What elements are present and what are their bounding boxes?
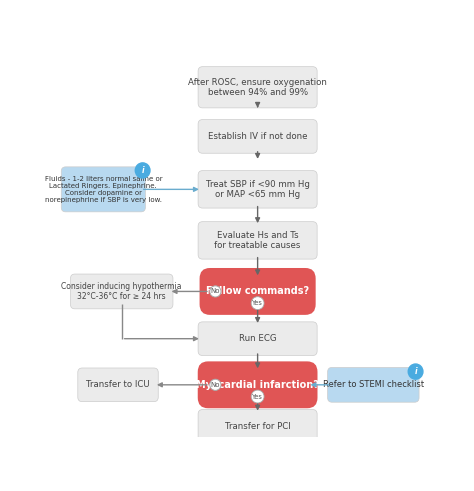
Text: After ROSC, ensure oxygenation
between 94% and 99%: After ROSC, ensure oxygenation between 9… — [188, 78, 327, 97]
FancyBboxPatch shape — [198, 361, 318, 408]
FancyBboxPatch shape — [198, 409, 317, 443]
FancyBboxPatch shape — [198, 221, 317, 259]
Text: Fluids - 1-2 liters normal saline or
Lactated Ringers. Epinephrine.
Consider dop: Fluids - 1-2 liters normal saline or Lac… — [45, 176, 162, 203]
FancyBboxPatch shape — [71, 274, 173, 309]
Text: Yes: Yes — [252, 394, 263, 400]
Text: Follow commands?: Follow commands? — [206, 286, 309, 297]
FancyBboxPatch shape — [328, 367, 419, 402]
Circle shape — [408, 364, 423, 379]
FancyBboxPatch shape — [198, 322, 317, 355]
Text: Transfer to ICU: Transfer to ICU — [86, 381, 150, 389]
Circle shape — [135, 163, 150, 178]
Text: Consider inducing hypothermia
32°C-36°C for ≥ 24 hrs: Consider inducing hypothermia 32°C-36°C … — [62, 282, 182, 301]
Text: Establish IV if not done: Establish IV if not done — [208, 132, 307, 141]
Text: Yes: Yes — [252, 300, 263, 306]
FancyBboxPatch shape — [198, 120, 317, 153]
FancyBboxPatch shape — [61, 167, 146, 212]
Text: No: No — [210, 288, 220, 295]
Text: i: i — [414, 367, 417, 376]
Text: Evaluate Hs and Ts
for treatable causes: Evaluate Hs and Ts for treatable causes — [214, 231, 301, 250]
FancyBboxPatch shape — [198, 67, 317, 108]
Text: Myocardial infarction?: Myocardial infarction? — [196, 380, 319, 390]
Text: i: i — [141, 166, 144, 175]
Text: No: No — [210, 382, 220, 388]
Text: Refer to STEMI checklist: Refer to STEMI checklist — [323, 381, 424, 389]
FancyBboxPatch shape — [78, 368, 158, 402]
FancyBboxPatch shape — [198, 171, 317, 208]
FancyBboxPatch shape — [200, 268, 316, 315]
Text: Transfer for PCI: Transfer for PCI — [225, 422, 291, 431]
Text: Run ECG: Run ECG — [239, 334, 276, 343]
Text: Treat SBP if <90 mm Hg
or MAP <65 mm Hg: Treat SBP if <90 mm Hg or MAP <65 mm Hg — [206, 180, 310, 199]
